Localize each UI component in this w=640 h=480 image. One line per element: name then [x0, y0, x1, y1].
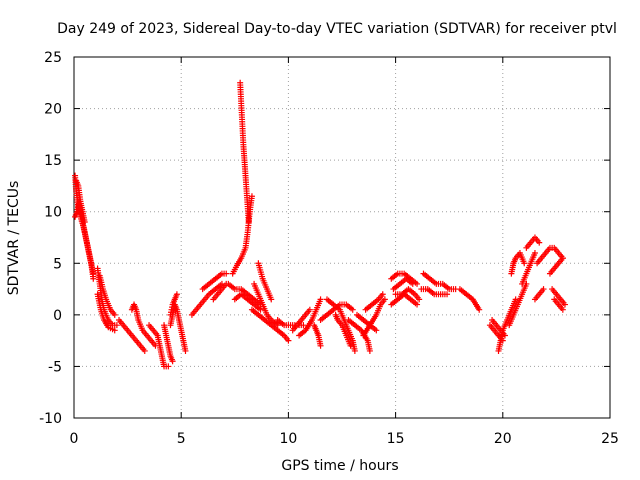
data-trace-49: [546, 255, 566, 277]
data-trace-36: [392, 286, 423, 303]
x-tick-label: 0: [70, 431, 79, 447]
axis-ticks: 0 5 10 15 20 25 -10 -5 0 5 10 15 20 25: [39, 50, 619, 447]
data-trace-18: [231, 291, 264, 313]
data-trace-23: [289, 306, 313, 334]
data-trace-16: [237, 79, 252, 226]
data-trace-43: [506, 280, 530, 329]
data-trace-38: [418, 286, 451, 298]
y-tick-label: 0: [53, 308, 62, 324]
data-trace-4: [94, 291, 118, 334]
data-trace-37: [420, 270, 459, 293]
y-tick-label: -5: [48, 359, 62, 375]
x-axis-label: GPS time / hours: [281, 458, 398, 474]
data-trace-47: [534, 244, 566, 267]
y-tick-label: 10: [44, 205, 62, 221]
data-trace-15: [229, 193, 255, 277]
data-trace-6: [116, 317, 148, 354]
x-tick-label: 5: [177, 431, 186, 447]
grid: [74, 57, 610, 418]
y-tick-label: 20: [44, 102, 62, 118]
y-tick-label: -10: [39, 411, 62, 427]
chart-title: Day 249 of 2023, Sidereal Day-to-day VTE…: [57, 21, 617, 37]
data-trace-25: [311, 322, 324, 349]
data-trace-27: [323, 296, 358, 354]
data-trace-45: [519, 249, 538, 287]
data-trace-17: [225, 280, 264, 308]
data-trace-5: [96, 272, 118, 318]
y-tick-label: 15: [44, 153, 62, 169]
data-trace-19: [255, 260, 275, 303]
data-trace-39: [456, 286, 483, 313]
x-tick-label: 25: [601, 431, 619, 447]
data-trace-51: [551, 296, 566, 313]
data-trace-35: [390, 275, 416, 293]
plot-frame: [73, 56, 611, 419]
data-trace-48: [531, 286, 547, 303]
data-trace-20: [251, 280, 281, 329]
data-trace-13: [199, 270, 230, 293]
data-trace-12: [188, 280, 225, 318]
x-tick-label: 10: [279, 431, 297, 447]
data-trace-11: [167, 291, 180, 318]
x-tick-label: 20: [494, 431, 512, 447]
data-trace-31: [360, 296, 388, 339]
data-trace-46: [523, 234, 543, 251]
data-trace-50: [549, 286, 568, 308]
data-trace-34: [388, 270, 421, 287]
y-tick-label: 5: [53, 256, 62, 272]
data-trace-28: [332, 311, 354, 349]
data-trace-14: [210, 280, 230, 303]
data-trace-32: [362, 291, 386, 313]
data-trace-42: [495, 296, 519, 354]
y-tick-label: 25: [44, 50, 62, 66]
data-trace-7: [128, 301, 159, 349]
data-trace-8: [146, 322, 172, 370]
x-tick-label: 15: [387, 431, 405, 447]
data-marks: [72, 79, 568, 370]
y-axis-label: SDTVAR / TECUs: [6, 181, 22, 296]
data-trace-21: [248, 306, 292, 344]
data-trace-10: [167, 301, 189, 354]
data-trace-44: [508, 249, 528, 277]
data-trace-2: [73, 177, 88, 226]
data-trace-9: [161, 322, 176, 365]
data-trace-24: [296, 296, 324, 339]
